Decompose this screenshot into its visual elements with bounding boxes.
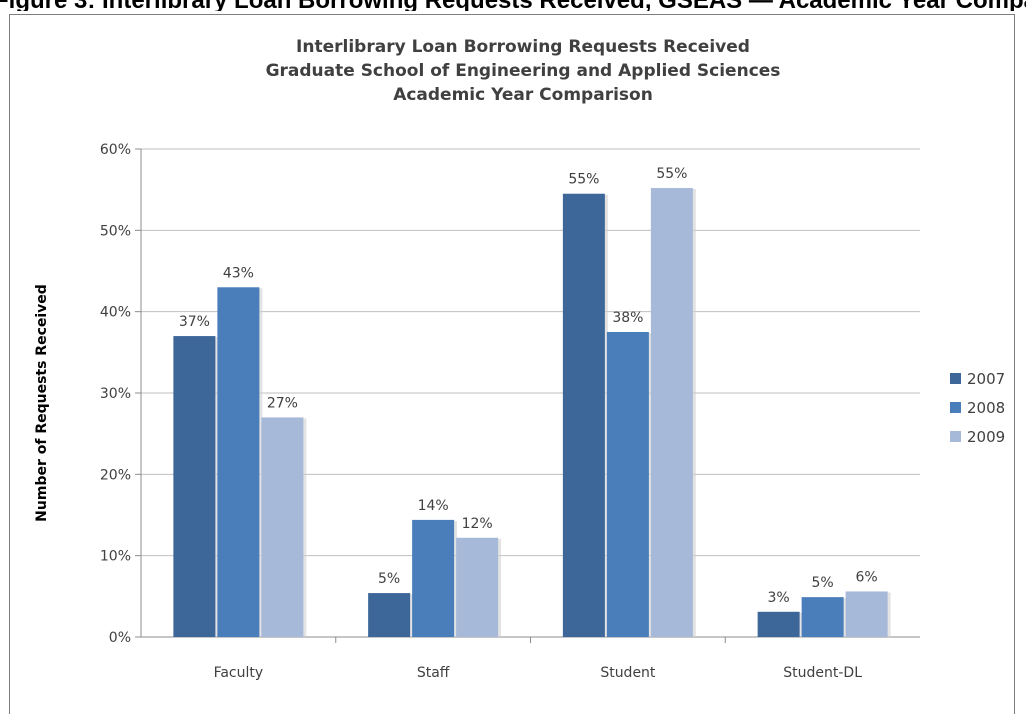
y-tick-label: 50% <box>100 223 131 239</box>
legend-swatch-2007 <box>950 373 961 384</box>
legend-swatch-2008 <box>950 402 961 413</box>
data-label: 5% <box>812 575 834 591</box>
data-label: 3% <box>768 590 790 606</box>
bars <box>173 188 891 638</box>
data-label: 38% <box>612 310 643 326</box>
y-tick-label: 0% <box>109 630 131 646</box>
data-label: 5% <box>378 571 400 587</box>
data-label: 55% <box>568 172 599 188</box>
data-label: 6% <box>856 569 878 585</box>
bar-2009-staff <box>456 537 499 637</box>
bar-chart: Interlibrary Loan Borrowing Requests Rec… <box>34 37 1005 681</box>
chart-area: Interlibrary Loan Borrowing Requests Rec… <box>9 14 1015 714</box>
data-label: 37% <box>179 314 210 330</box>
bar-2007-student <box>562 193 605 637</box>
data-label: 12% <box>462 516 493 532</box>
chart-title-line-3: Academic Year Comparison <box>393 85 653 105</box>
x-category-label: Student-DL <box>783 665 862 681</box>
bar-2007-faculty <box>173 336 216 637</box>
bar-2008-student-dl <box>801 597 844 637</box>
bar-2009-student-dl <box>845 591 888 637</box>
bar-2008-student <box>606 332 649 637</box>
chart-title: Interlibrary Loan Borrowing Requests Rec… <box>266 37 781 105</box>
legend-label-2008: 2008 <box>967 399 1005 417</box>
legend-swatch-2009 <box>950 431 961 442</box>
legend-label-2009: 2009 <box>967 428 1005 446</box>
bar-2008-faculty <box>217 287 260 637</box>
x-category-label: Faculty <box>214 665 264 681</box>
y-tick-label: 60% <box>100 142 131 158</box>
bar-2009-faculty <box>261 417 304 637</box>
data-label: 43% <box>223 265 254 281</box>
bar-2009-student <box>650 188 693 638</box>
y-tick-label: 30% <box>100 386 131 402</box>
data-label: 14% <box>418 498 449 514</box>
bar-2008-staff <box>412 519 455 637</box>
chart-title-line-1: Interlibrary Loan Borrowing Requests Rec… <box>296 37 750 57</box>
x-axis-categories: Faculty Staff Student Student-DL <box>214 665 863 681</box>
bar-2007-staff <box>368 593 411 637</box>
data-labels: 37% 43% 27% 5% 14% 12% 55% 38% 55% 3% 5% 6% <box>179 166 878 606</box>
x-category-label: Student <box>600 665 656 681</box>
legend: 2007 2008 2009 <box>950 370 1005 446</box>
figure-caption: Figure 3: Interlibrary Loan Borrowing Re… <box>0 0 1026 11</box>
data-label: 27% <box>267 395 298 411</box>
y-tick-label: 20% <box>100 467 131 483</box>
x-category-label: Staff <box>417 665 450 681</box>
legend-label-2007: 2007 <box>967 370 1005 388</box>
y-tick-label: 40% <box>100 305 131 321</box>
data-label: 55% <box>656 166 687 182</box>
y-axis-label: Number of Requests Received <box>34 284 50 522</box>
y-tick-label: 10% <box>100 549 131 565</box>
y-axis-ticks: 0% 10% 20% 30% 40% 50% 60% <box>100 142 131 646</box>
bar-2007-student-dl <box>757 611 800 637</box>
chart-title-line-2: Graduate School of Engineering and Appli… <box>266 61 781 81</box>
